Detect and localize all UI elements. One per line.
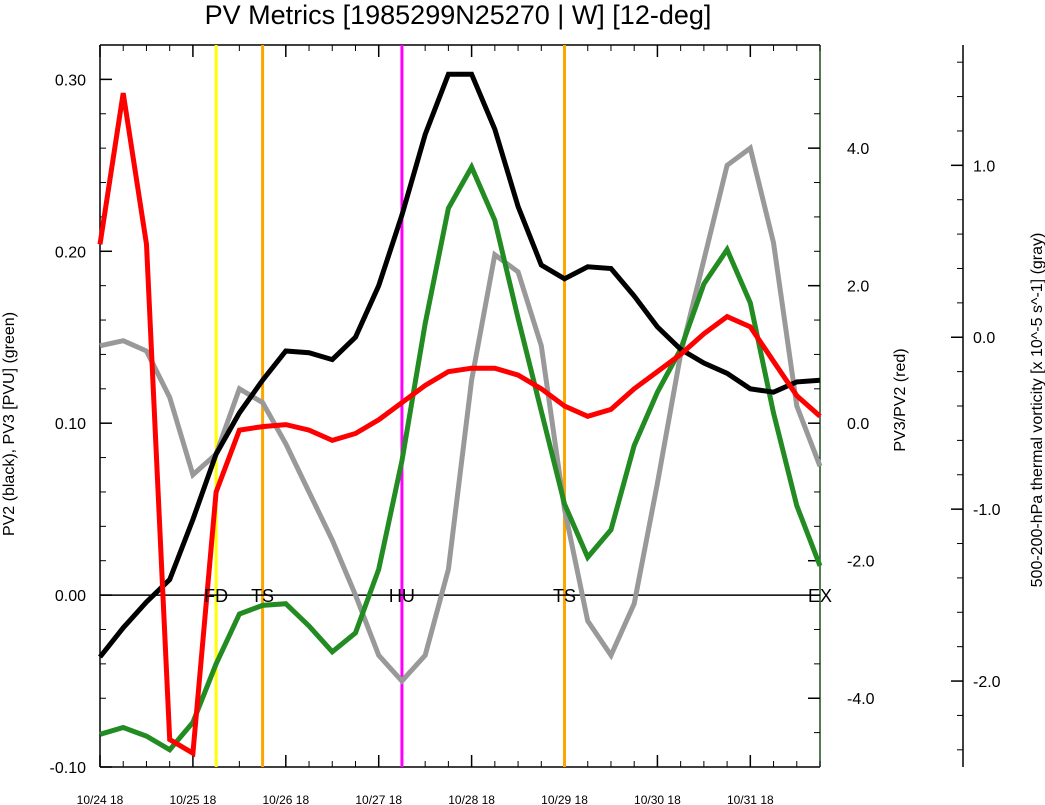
right-axis-tick-label: -4.0 — [847, 691, 875, 708]
plot-frame — [99, 44, 821, 768]
series-line-left-1 — [99, 161, 823, 754]
x-axis-tick-label: 10/24 18 — [77, 793, 124, 805]
far-right-axis-label: 500-200-hPa thermal vorticity [x 10^-5 s… — [1029, 233, 1045, 588]
left-axis-tick-label: 0.20 — [55, 244, 86, 261]
series-lines — [97, 71, 823, 758]
far-right-axis-tick-label: 0.0 — [973, 330, 995, 347]
x-axis-tick-label: 10/30 18 — [634, 793, 681, 805]
event-label: TS — [553, 586, 576, 606]
right-axis-tick-label: 0.0 — [847, 416, 869, 433]
event-labels: FD TS HU TS EX — [204, 586, 832, 606]
right-axis: 4.0 2.0 0.0 -2.0 -4.0 — [808, 44, 875, 768]
right-axis-tick-label: -2.0 — [847, 554, 875, 571]
left-axis-tick-label: 0.00 — [55, 588, 86, 605]
far-right-axis-tick-label: 1.0 — [973, 158, 995, 175]
right-axis-tick-label: 4.0 — [847, 141, 869, 158]
event-label: EX — [808, 586, 832, 606]
x-axis-tick-label: 10/28 18 — [448, 793, 495, 805]
x-axis-tick-label: 10/27 18 — [355, 793, 402, 805]
series-line-left-0 — [98, 71, 821, 659]
far-right-axis: 1.0 0.0 -1.0 -2.0 — [951, 45, 1001, 767]
right-axis-tick-label: 2.0 — [847, 279, 869, 296]
right-axis-label: PV3/PV2 (red) — [892, 348, 909, 451]
far-right-axis-tick-label: -1.0 — [973, 502, 1001, 519]
x-axis-tick-label: 10/29 18 — [541, 793, 588, 805]
chart-title: PV Metrics [1985299N25270 | W] [12-deg] — [205, 0, 712, 30]
event-label: HU — [389, 586, 415, 606]
far-right-axis-tick-label: -2.0 — [973, 674, 1001, 691]
series-line-right-2 — [97, 92, 822, 758]
left-axis-tick-label: -0.10 — [50, 760, 87, 777]
left-axis-tick-label: 0.10 — [55, 416, 86, 433]
x-axis-tick-label: 10/25 18 — [170, 793, 217, 805]
event-label: FD — [204, 586, 228, 606]
left-axis: 0.30 0.20 0.10 0.00 -0.10 — [50, 44, 112, 777]
x-axis: 10/24 18 10/25 18 10/26 18 10/27 18 10/28 18… — [77, 45, 821, 805]
left-axis-tick-label: 0.30 — [55, 72, 86, 89]
x-axis-tick-label: 10/26 18 — [262, 793, 309, 805]
x-axis-tick-label: 10/31 18 — [727, 793, 774, 805]
event-lines — [214, 45, 567, 767]
left-axis-label: PV2 (black), PV3 [PVU] (green) — [1, 312, 18, 536]
event-label: TS — [251, 586, 274, 606]
